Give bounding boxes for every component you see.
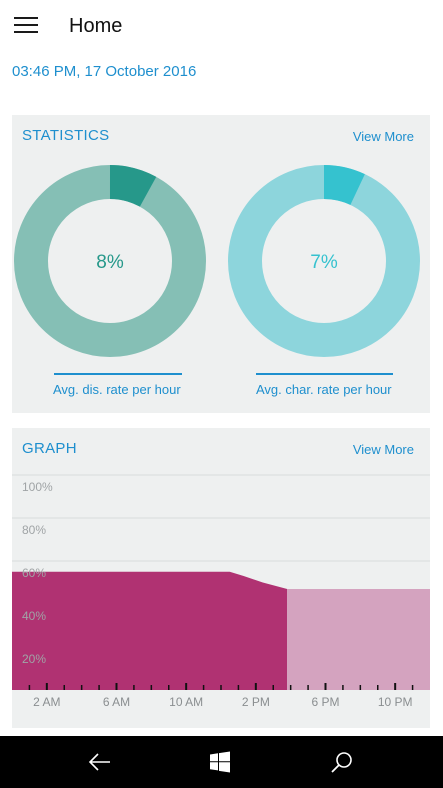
charge-donut: 7% <box>228 165 420 357</box>
statistics-view-more-link[interactable]: View More <box>352 129 414 144</box>
recorded-area <box>12 571 288 690</box>
graph-card: GRAPH View More 100% 80% 60% 40% 20% 2 AM 6 A… <box>12 428 430 728</box>
x-axis-label: 6 PM <box>311 695 339 709</box>
statistics-card: STATISTICS View More 8% 7% Avg. dis. rat… <box>12 115 430 413</box>
discharge-donut: 8% <box>14 165 206 357</box>
y-axis-label: 20% <box>22 652 46 666</box>
y-axis-label: 80% <box>22 523 46 537</box>
app-header: Home <box>0 0 443 56</box>
y-axis-label: 40% <box>22 609 46 623</box>
x-axis-label: 2 PM <box>242 695 270 709</box>
statistics-title: STATISTICS <box>22 127 110 144</box>
system-nav-bar <box>0 736 443 788</box>
graph-view-more-link[interactable]: View More <box>352 442 414 457</box>
projected-area <box>287 588 430 690</box>
x-axis-label: 2 AM <box>33 695 60 709</box>
charge-percent: 7% <box>310 252 338 273</box>
y-axis-label: 60% <box>22 566 46 580</box>
x-axis-label: 6 AM <box>103 695 130 709</box>
graph-title: GRAPH <box>22 440 77 457</box>
hamburger-menu-icon[interactable] <box>14 17 38 35</box>
battery-graph: 100% 80% 60% 40% 20% 2 AM 6 AM 10 AM 2 PM 6 PM 10… <box>12 474 430 709</box>
discharge-percent: 8% <box>96 252 124 273</box>
charge-caption: Avg. char. rate per hour <box>256 382 392 397</box>
page-title: Home <box>69 15 123 37</box>
discharge-underline <box>54 373 182 375</box>
x-axis-label: 10 AM <box>169 695 203 709</box>
search-icon[interactable] <box>322 746 362 778</box>
charge-underline <box>256 373 393 375</box>
x-axis-label: 10 PM <box>378 695 413 709</box>
windows-logo-icon[interactable] <box>200 746 240 778</box>
back-arrow-icon[interactable] <box>80 746 120 778</box>
y-axis-label: 100% <box>22 480 53 494</box>
statistics-donuts: 8% 7% <box>14 165 420 357</box>
current-datetime: 03:46 PM, 17 October 2016 <box>12 63 197 80</box>
discharge-caption: Avg. dis. rate per hour <box>53 382 181 397</box>
